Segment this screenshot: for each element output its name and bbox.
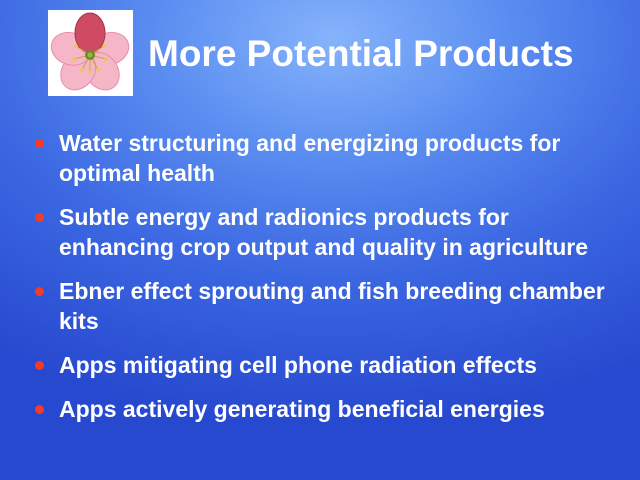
bullet-item: Subtle energy and radionics products for… xyxy=(34,202,614,262)
bullet-text: Apps actively generating beneficial ener… xyxy=(59,396,545,422)
bullet-list: Water structuring and energizing product… xyxy=(34,128,614,438)
bullet-dot-icon xyxy=(35,213,44,222)
bullet-item: Water structuring and energizing product… xyxy=(34,128,614,188)
bullet-dot-icon xyxy=(35,139,44,148)
bullet-item: Apps mitigating cell phone radiation eff… xyxy=(34,350,614,380)
bullet-text: Subtle energy and radionics products for… xyxy=(59,204,589,260)
flower-blossom-icon xyxy=(48,10,133,96)
bullet-dot-icon xyxy=(35,287,44,296)
bullet-text: Apps mitigating cell phone radiation eff… xyxy=(59,352,537,378)
bullet-text: Water structuring and energizing product… xyxy=(59,130,561,186)
bullet-item: Ebner effect sprouting and fish breeding… xyxy=(34,276,614,336)
bullet-text: Ebner effect sprouting and fish breeding… xyxy=(59,278,605,334)
bullet-item: Apps actively generating beneficial ener… xyxy=(34,394,614,424)
bullet-dot-icon xyxy=(35,361,44,370)
bullet-dot-icon xyxy=(35,405,44,414)
slide-title: More Potential Products xyxy=(148,33,574,74)
